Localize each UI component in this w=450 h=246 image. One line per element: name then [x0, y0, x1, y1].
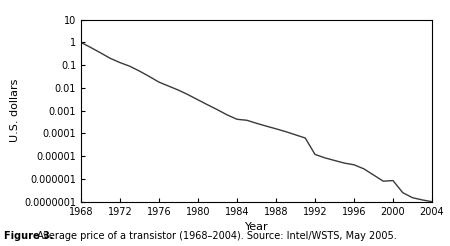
X-axis label: Year: Year [245, 222, 268, 232]
Text: Figure 3.: Figure 3. [4, 231, 54, 241]
Text: Average price of a transistor (1968–2004). Source: Intel/WSTS, May 2005.: Average price of a transistor (1968–2004… [34, 231, 396, 241]
Y-axis label: U.S. dollars: U.S. dollars [10, 79, 20, 142]
